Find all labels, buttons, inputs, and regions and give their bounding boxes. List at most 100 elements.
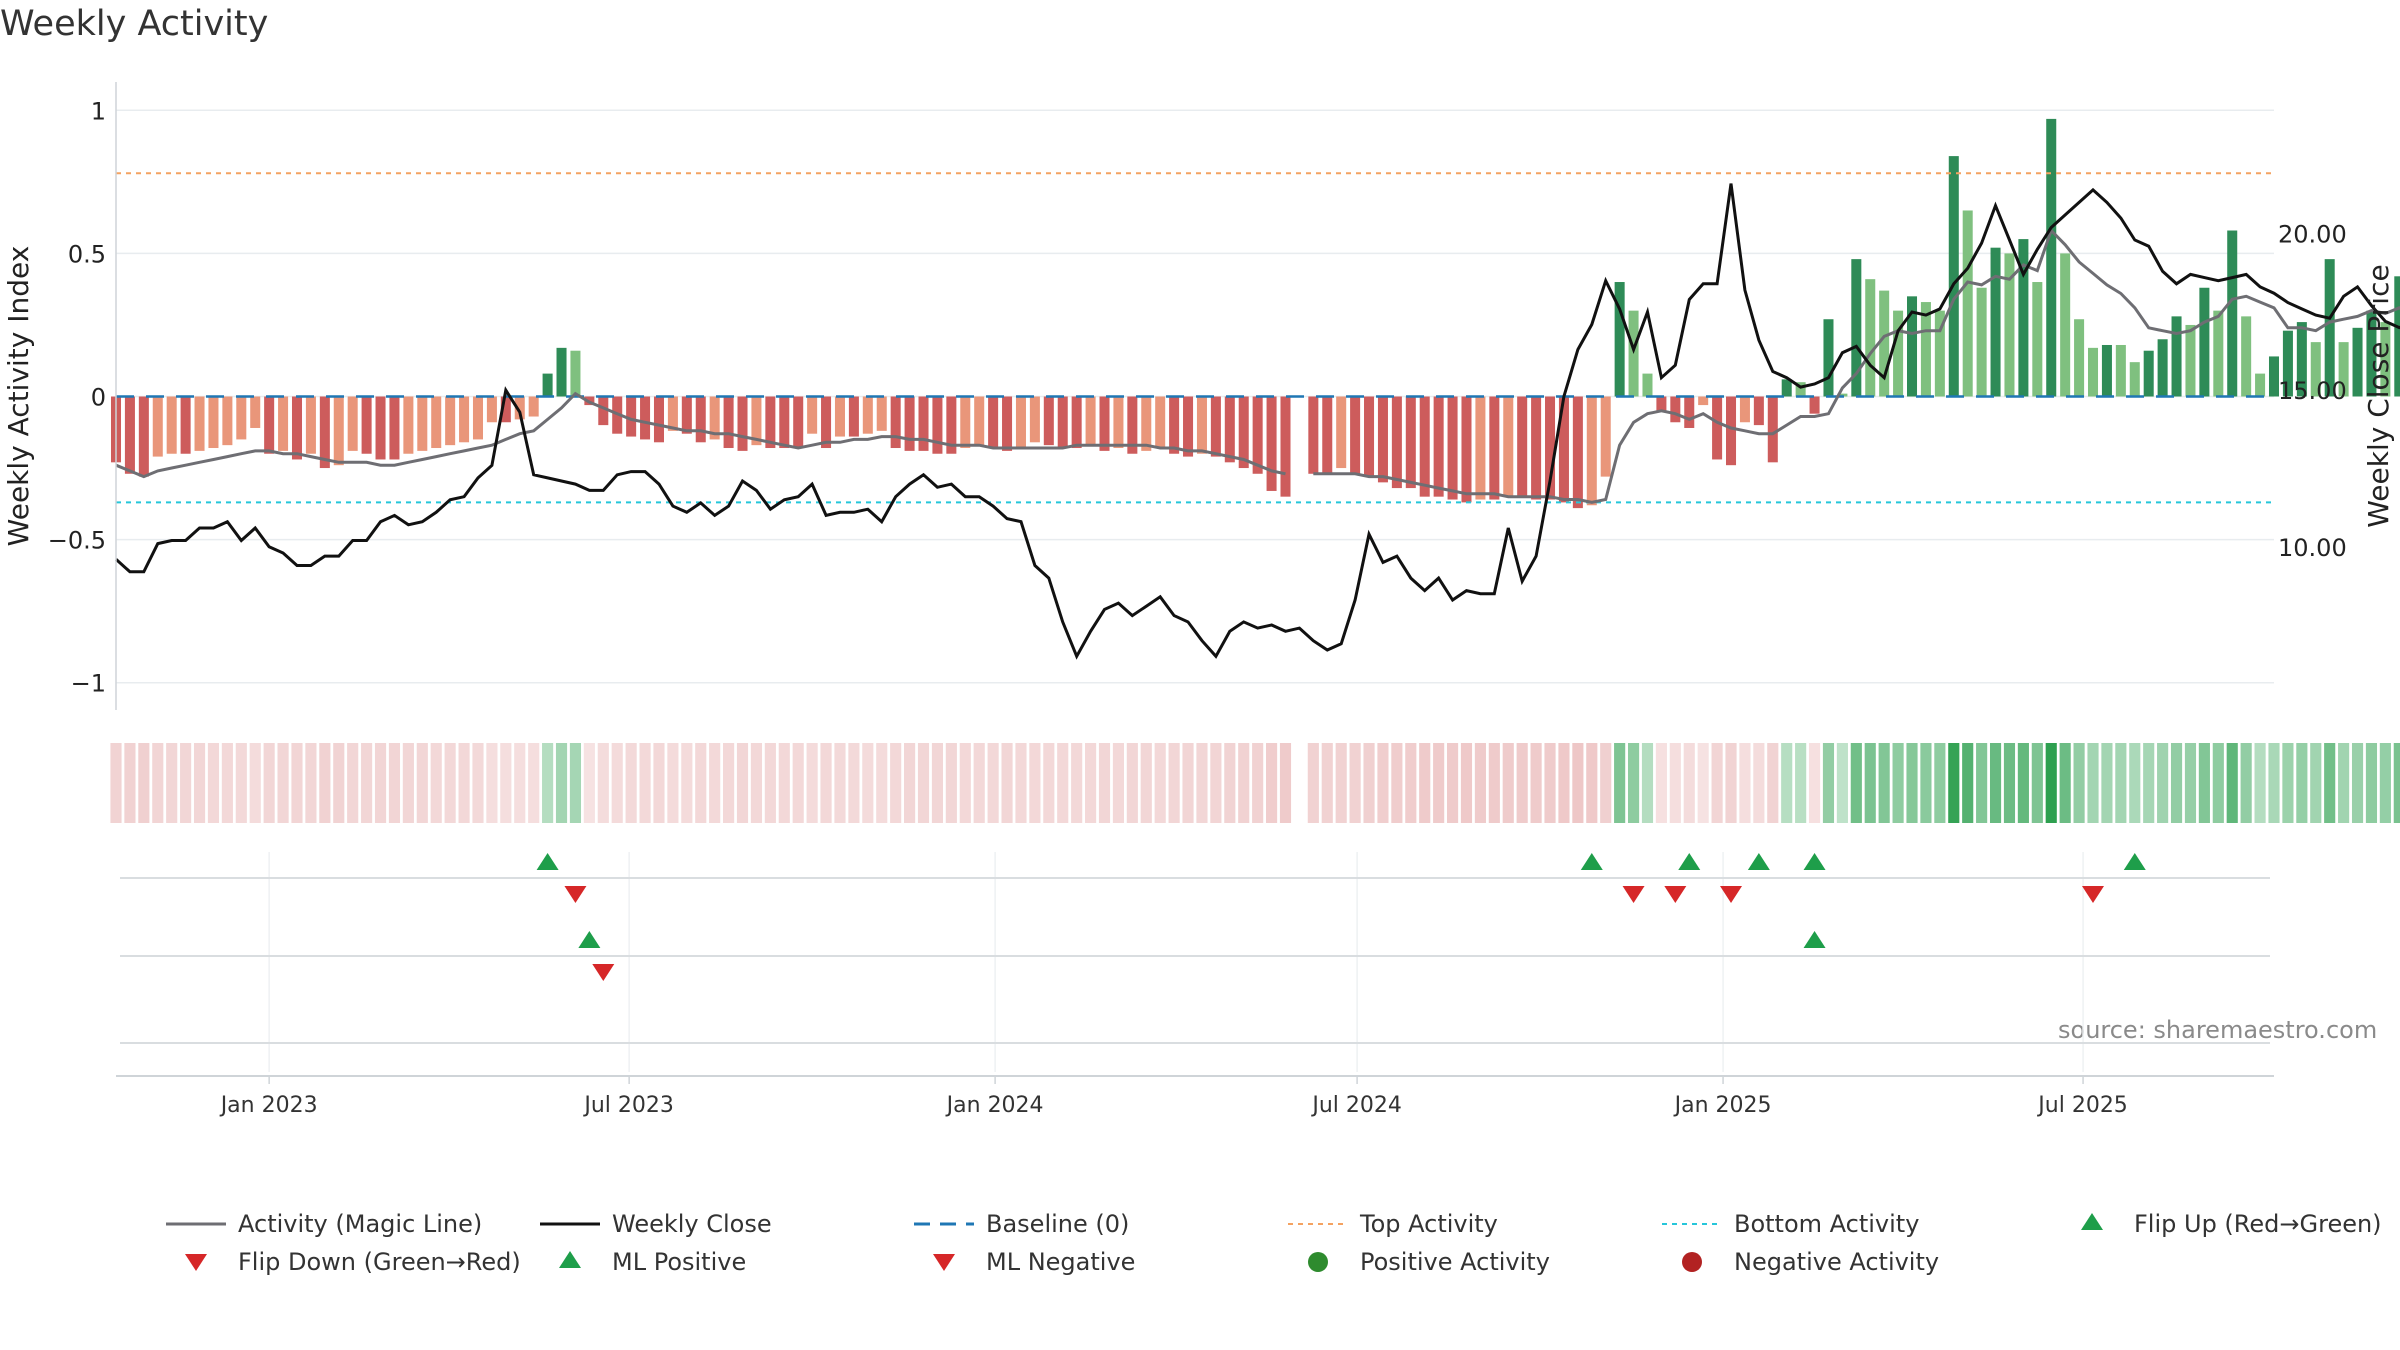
heat-cell bbox=[416, 743, 428, 823]
heat-cell bbox=[1697, 743, 1709, 823]
flip-up-marker bbox=[2123, 853, 2146, 870]
heat-cell bbox=[1739, 743, 1751, 823]
activity-bar bbox=[445, 396, 456, 446]
activity-bar bbox=[1364, 396, 1375, 477]
heat-cell bbox=[917, 743, 930, 823]
heat-cell bbox=[2003, 743, 2016, 823]
activity-bar bbox=[319, 396, 330, 469]
heat-cell bbox=[1224, 743, 1236, 823]
ml-positive-marker bbox=[1803, 931, 1826, 948]
heat-cell bbox=[138, 743, 150, 823]
legend-label: Positive Activity bbox=[1360, 1248, 1550, 1276]
x-tick-label: Jan 2024 bbox=[945, 1093, 1044, 1118]
heat-cell bbox=[1140, 743, 1152, 823]
activity-bar bbox=[2241, 316, 2252, 397]
y-left-tick-label: 0.5 bbox=[68, 240, 106, 268]
activity-bar bbox=[1238, 396, 1249, 469]
heat-cell bbox=[1126, 743, 1138, 823]
heat-cell bbox=[569, 743, 582, 823]
heat-cell bbox=[2115, 743, 2127, 823]
heat-cell bbox=[1377, 743, 1389, 823]
heat-cell bbox=[542, 743, 554, 823]
heat-cell bbox=[235, 743, 247, 823]
heat-cell bbox=[2226, 743, 2238, 823]
heat-cell bbox=[1934, 743, 1946, 823]
activity-bar bbox=[667, 396, 678, 431]
heat-cell bbox=[597, 743, 609, 823]
legend-triangle-up-swatch bbox=[559, 1251, 581, 1268]
activity-bar bbox=[403, 396, 414, 454]
heat-cell bbox=[2351, 743, 2364, 823]
activity-bar bbox=[2380, 322, 2391, 397]
heat-cell bbox=[1989, 743, 2002, 823]
legend-negative-dot-swatch bbox=[1682, 1252, 1702, 1272]
activity-bar bbox=[1934, 310, 1945, 397]
activity-bar bbox=[1043, 396, 1054, 446]
activity-bar bbox=[2032, 282, 2043, 397]
activity-bar bbox=[1670, 396, 1681, 423]
heat-cell bbox=[124, 743, 136, 823]
activity-bar bbox=[1726, 396, 1737, 466]
activity-bar bbox=[1266, 396, 1277, 491]
activity-bar bbox=[1391, 396, 1402, 489]
event-markers bbox=[120, 853, 2270, 1271]
activity-bar bbox=[2074, 319, 2085, 397]
activity-bar bbox=[876, 396, 887, 431]
activity-bar bbox=[180, 396, 191, 454]
heat-cell bbox=[486, 743, 498, 823]
activity-bar bbox=[1781, 379, 1792, 397]
activity-bar bbox=[208, 396, 219, 449]
heat-cell bbox=[2296, 743, 2308, 823]
heat-cell bbox=[528, 743, 540, 823]
heat-cell bbox=[750, 743, 763, 823]
legend-label: ML Negative bbox=[986, 1248, 1135, 1276]
heat-cell bbox=[347, 743, 359, 823]
activity-bar bbox=[1753, 396, 1764, 426]
activity-bar bbox=[1015, 396, 1026, 449]
heat-cell bbox=[1878, 743, 1890, 823]
y-right-tick-label: 10.00 bbox=[2278, 534, 2347, 562]
activity-bar bbox=[166, 396, 177, 454]
activity-bar bbox=[2352, 327, 2363, 397]
flip-up-marker bbox=[1580, 853, 1603, 870]
heat-cell bbox=[945, 743, 957, 823]
activity-bar bbox=[1196, 396, 1207, 454]
heat-cell bbox=[1948, 743, 1960, 823]
activity-bar bbox=[1113, 396, 1124, 449]
activity-bar bbox=[1907, 296, 1918, 397]
heat-cell bbox=[1405, 743, 1417, 823]
series-lines bbox=[114, 183, 2400, 660]
x-tick-label: Jul 2024 bbox=[1310, 1093, 1402, 1118]
heat-cell bbox=[1892, 743, 1904, 823]
activity-bar bbox=[1545, 396, 1556, 500]
heat-cell bbox=[1015, 743, 1027, 823]
heat-cell bbox=[2045, 743, 2057, 823]
activity-bar bbox=[1920, 302, 1931, 397]
activity-bar bbox=[2324, 259, 2335, 397]
activity-bar bbox=[765, 396, 776, 449]
weekly-close-line bbox=[114, 183, 2400, 660]
activity-bar bbox=[375, 396, 386, 460]
activity-bar bbox=[2101, 344, 2112, 397]
heat-cell bbox=[834, 743, 846, 823]
heat-cell bbox=[2338, 743, 2350, 823]
legend-label: Weekly Close bbox=[612, 1210, 772, 1238]
activity-bar bbox=[459, 396, 470, 443]
activity-bar bbox=[1531, 396, 1542, 500]
y-right-tick-label: 20.00 bbox=[2278, 221, 2347, 249]
heat-cell bbox=[1822, 743, 1835, 823]
y-right-tick-label: 15.00 bbox=[2278, 377, 2347, 405]
heat-cell bbox=[1112, 743, 1124, 823]
flip-up-marker bbox=[1803, 853, 1826, 870]
heat-cell bbox=[2282, 743, 2294, 823]
x-tick-label: Jul 2025 bbox=[2036, 1093, 2128, 1118]
heat-cell bbox=[2254, 743, 2266, 823]
heat-cell bbox=[681, 743, 693, 823]
heat-cell bbox=[653, 743, 665, 823]
activity-bar bbox=[1071, 396, 1082, 449]
heat-cell bbox=[876, 743, 888, 823]
heat-cell bbox=[2393, 743, 2400, 823]
activity-bar bbox=[1712, 396, 1723, 460]
activity-bar bbox=[1893, 310, 1904, 397]
activity-bar bbox=[250, 396, 261, 428]
